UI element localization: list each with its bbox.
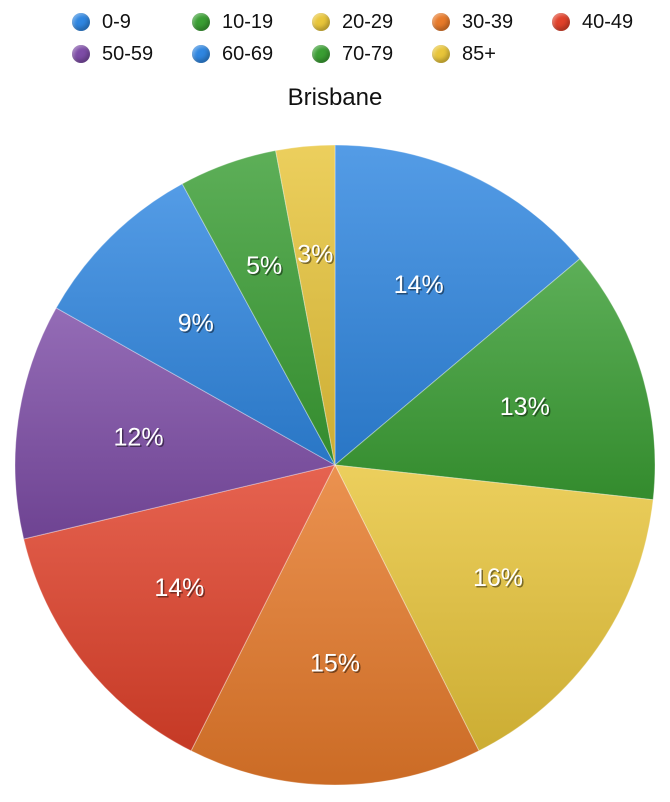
legend-item-40-49: 40-49 bbox=[552, 10, 633, 34]
legend-swatch bbox=[192, 45, 210, 63]
slice-label-70-79: 5% bbox=[246, 252, 282, 280]
chart-legend: 0-9 10-19 20-29 30-39 40-49 50-59 60-69 70-79 85… bbox=[0, 0, 670, 80]
legend-label: 20-29 bbox=[342, 10, 394, 33]
legend-swatch bbox=[192, 13, 210, 31]
slice-label-shadow: 3% bbox=[299, 242, 335, 270]
legend-item-85plus: 85+ bbox=[432, 42, 496, 66]
slice-label-0-9: 14% bbox=[394, 271, 444, 299]
pie-slice-85plus bbox=[275, 144, 336, 466]
legend-label: 10-19 bbox=[222, 10, 274, 33]
legend-item-30-39: 30-39 bbox=[432, 10, 513, 34]
slice-label-20-29: 16% bbox=[473, 564, 523, 592]
legend-swatch bbox=[552, 13, 570, 31]
legend-label: 30-39 bbox=[462, 10, 514, 33]
legend-item-60-69: 60-69 bbox=[192, 42, 273, 66]
legend-label: 40-49 bbox=[582, 10, 634, 33]
legend-swatch bbox=[312, 45, 330, 63]
slice-label-60-69: 9% bbox=[178, 310, 214, 338]
slice-label-shadow: 12% bbox=[115, 425, 165, 453]
legend-label: 60-69 bbox=[222, 42, 274, 65]
legend-label: 50-59 bbox=[102, 42, 154, 65]
slice-label-shadow: 13% bbox=[501, 395, 551, 423]
pie-slice-10-19 bbox=[333, 258, 656, 501]
legend-item-20-29: 20-29 bbox=[312, 10, 393, 34]
slice-label-85plus: 3% bbox=[297, 241, 333, 269]
legend-swatch bbox=[72, 13, 90, 31]
pie-slice-70-79 bbox=[181, 149, 336, 466]
legend-swatch bbox=[432, 45, 450, 63]
pie-slice-50-59 bbox=[14, 307, 337, 540]
legend-label: 70-79 bbox=[342, 42, 394, 65]
slice-label-50-59: 12% bbox=[114, 423, 164, 451]
pie-slice-40-49 bbox=[23, 464, 336, 752]
chart-title: Brisbane bbox=[287, 84, 383, 111]
slice-label-shadow: 14% bbox=[395, 273, 445, 301]
legend-item-50-59: 50-59 bbox=[72, 42, 153, 66]
legend-item-0-9: 0-9 bbox=[72, 10, 131, 34]
slice-label-30-39: 15% bbox=[310, 649, 360, 677]
pie-slice-30-39 bbox=[190, 463, 480, 786]
pie-slice-20-29 bbox=[334, 464, 654, 752]
slice-label-10-19: 13% bbox=[500, 393, 550, 421]
legend-label: 0-9 bbox=[102, 10, 131, 33]
pie-slice-0-9 bbox=[334, 144, 581, 467]
pie-slice-60-69 bbox=[55, 183, 337, 467]
legend-swatch bbox=[432, 13, 450, 31]
legend-swatch bbox=[312, 13, 330, 31]
slice-label-shadow: 5% bbox=[248, 254, 284, 282]
legend-item-70-79: 70-79 bbox=[312, 42, 393, 66]
legend-label: 85+ bbox=[462, 42, 496, 65]
slice-label-shadow: 16% bbox=[474, 566, 524, 594]
slice-label-40-49: 14% bbox=[154, 574, 204, 602]
slice-label-shadow: 9% bbox=[179, 311, 215, 339]
slice-label-shadow: 14% bbox=[156, 576, 206, 604]
legend-swatch bbox=[72, 45, 90, 63]
legend-item-10-19: 10-19 bbox=[192, 10, 273, 34]
slice-label-shadow: 15% bbox=[311, 651, 361, 679]
